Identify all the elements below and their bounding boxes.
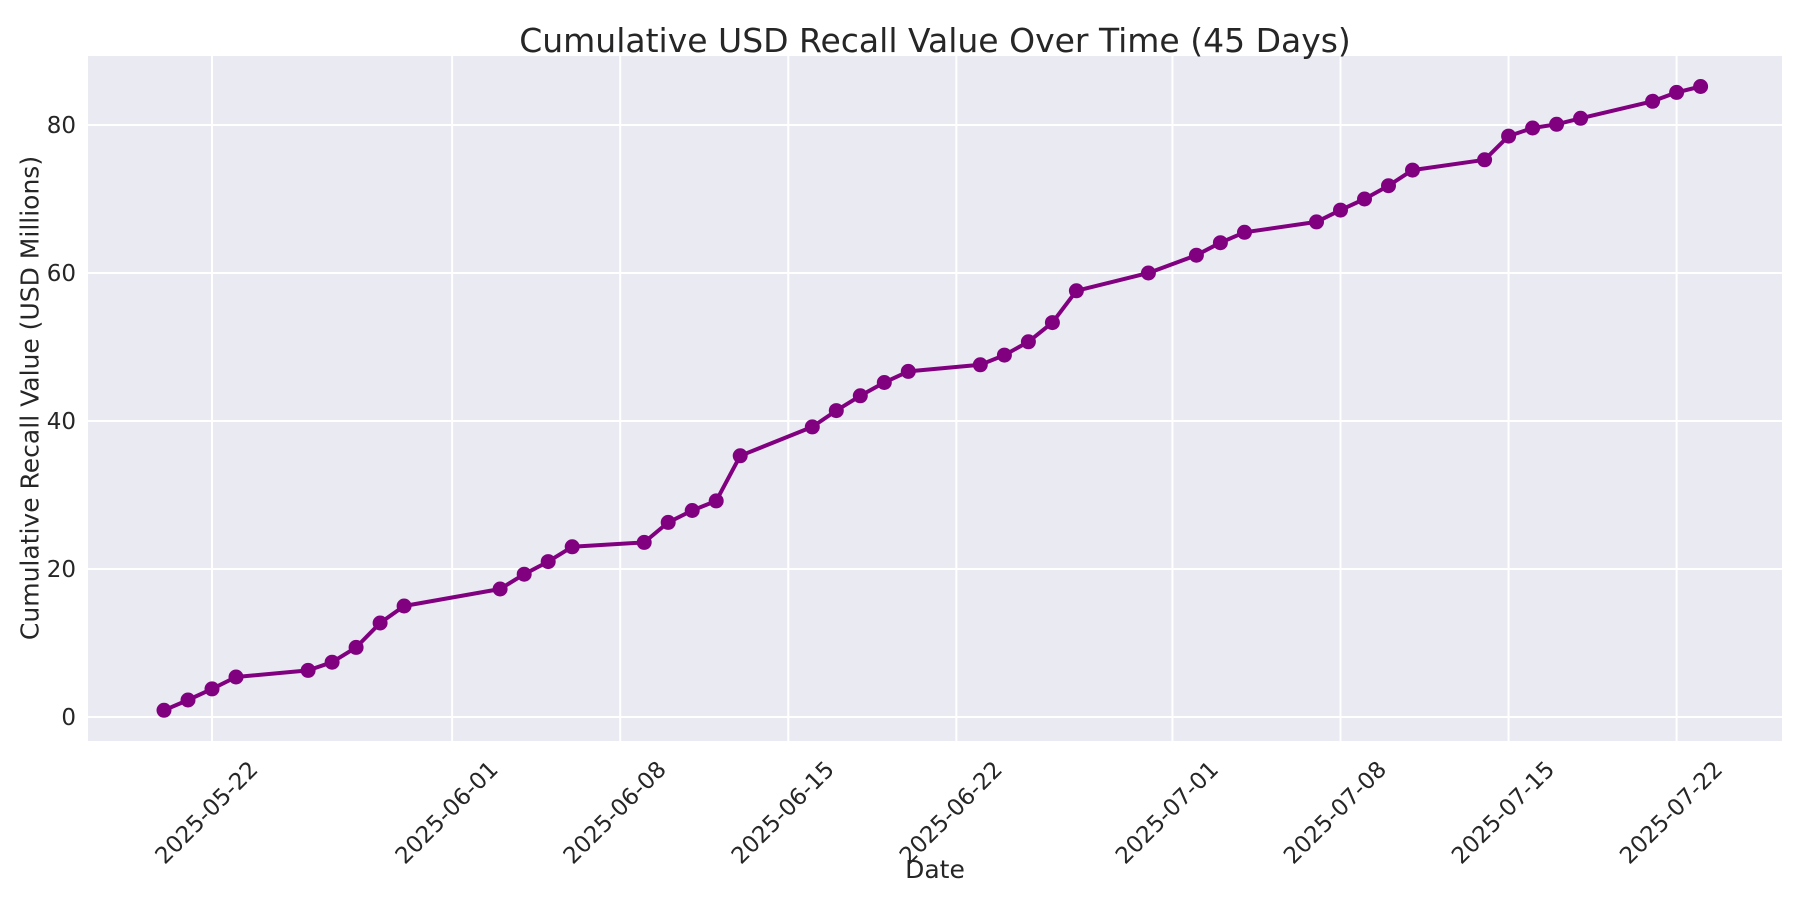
data-point-marker <box>396 598 412 614</box>
data-point-marker <box>516 566 532 582</box>
x-tick-label: 2025-05-22 <box>151 757 264 870</box>
data-point-marker <box>1669 84 1685 100</box>
y-tick-label: 60 <box>47 261 76 287</box>
data-point-marker <box>204 681 220 697</box>
data-point-marker <box>828 403 844 419</box>
data-point-marker <box>1333 202 1348 218</box>
data-point-marker <box>1020 334 1036 350</box>
x-tick-label: 2025-07-15 <box>1447 757 1560 870</box>
y-tick-label: 40 <box>47 409 76 435</box>
data-point-marker <box>876 375 892 390</box>
data-point-marker <box>156 702 172 718</box>
data-point-marker <box>1549 116 1565 132</box>
data-point-marker <box>180 692 196 708</box>
chart-title: Cumulative USD Recall Value Over Time (4… <box>519 21 1351 60</box>
data-point-marker <box>1573 110 1589 126</box>
x-tick-label: 2025-06-15 <box>727 757 840 870</box>
data-point-marker <box>300 662 316 678</box>
y-tick-label: 0 <box>61 705 76 731</box>
data-point-marker <box>492 581 508 597</box>
data-point-marker <box>228 669 244 685</box>
data-point-marker <box>1405 162 1420 178</box>
data-point-marker <box>972 357 988 373</box>
data-point-marker <box>348 639 364 655</box>
y-tick-label: 20 <box>47 557 76 583</box>
x-tick-label: 2025-07-08 <box>1279 757 1392 870</box>
data-point-marker <box>732 448 748 464</box>
data-point-marker <box>540 554 556 570</box>
x-tick-label: 2025-06-22 <box>895 757 1008 870</box>
data-point-marker <box>636 534 652 550</box>
data-point-marker <box>1477 152 1493 168</box>
data-point-marker <box>324 654 340 670</box>
data-point-marker <box>1237 224 1252 240</box>
data-point-marker <box>1381 178 1396 194</box>
data-point-marker <box>708 493 724 509</box>
data-point-marker <box>996 347 1012 363</box>
x-tick-label: 2025-07-22 <box>1615 757 1728 870</box>
data-point-marker <box>1140 265 1156 281</box>
data-point-marker <box>1357 191 1372 207</box>
x-axis-label: Date <box>905 855 965 884</box>
data-point-marker <box>372 615 388 631</box>
data-point-marker <box>804 419 820 435</box>
data-point-marker <box>1212 235 1228 251</box>
plot-area-background <box>88 56 1782 741</box>
data-point-marker <box>900 363 916 379</box>
data-point-marker <box>852 388 868 404</box>
data-point-marker <box>1068 283 1084 299</box>
data-point-marker <box>660 514 676 530</box>
data-point-marker <box>1309 214 1324 230</box>
data-point-marker <box>1044 315 1060 331</box>
y-tick-label: 80 <box>47 113 76 139</box>
data-point-marker <box>1693 79 1709 94</box>
data-point-marker <box>1525 120 1541 136</box>
data-point-marker <box>1645 93 1661 109</box>
data-point-marker <box>1501 128 1517 144</box>
data-point-marker <box>564 539 580 555</box>
x-tick-label: 2025-07-01 <box>1111 757 1224 870</box>
x-tick-label: 2025-06-08 <box>559 757 672 870</box>
data-point-marker <box>1188 247 1204 263</box>
x-tick-label: 2025-06-01 <box>391 757 504 870</box>
data-point-marker <box>684 503 700 518</box>
y-axis-label: Cumulative Recall Value (USD Millions) <box>15 155 45 641</box>
